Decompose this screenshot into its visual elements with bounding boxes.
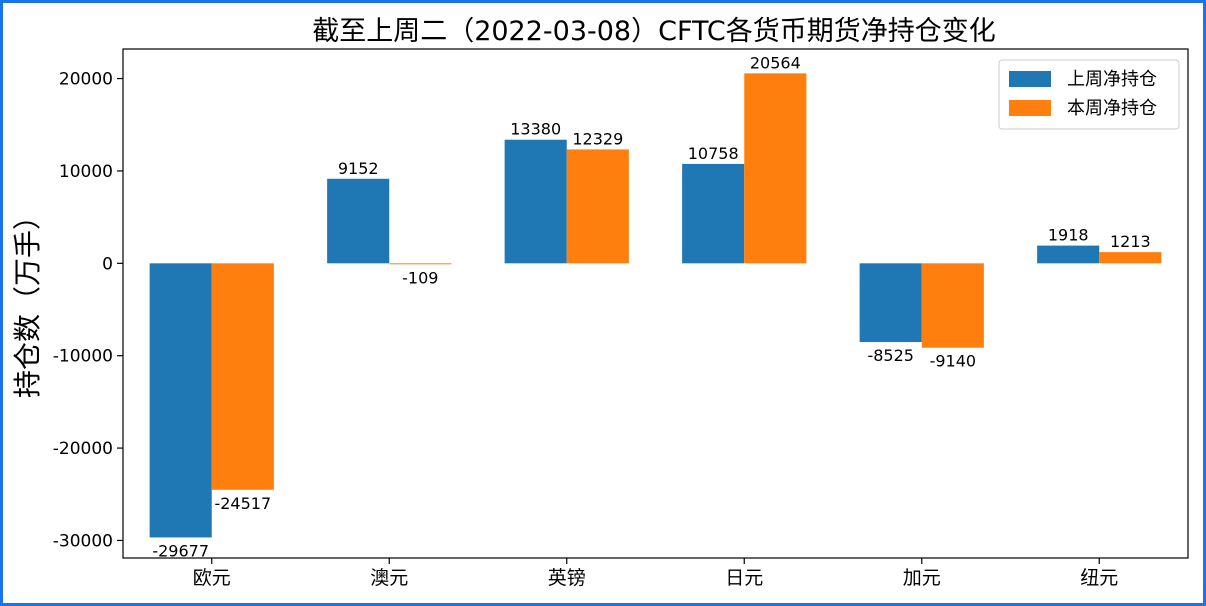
bar-value-label: 1918 <box>1048 226 1089 245</box>
bar-value-label: 20564 <box>750 53 801 72</box>
legend-swatch <box>1009 71 1051 87</box>
x-tick-label: 欧元 <box>193 567 231 589</box>
bar-value-label: -9140 <box>930 352 977 371</box>
y-tick-label: 10000 <box>59 162 113 182</box>
bar-last-week <box>682 163 745 264</box>
bar-value-label: 12329 <box>572 129 623 148</box>
x-tick-label: 纽元 <box>1080 567 1118 589</box>
legend-swatch <box>1009 100 1051 116</box>
y-axis-label: 持仓数（万手） <box>11 202 44 398</box>
bar-last-week <box>327 178 390 264</box>
axis-layer: -30000 -20000 -10000 0 10000 20000 欧元 澳元 英镑 日元 加元 纽… <box>53 48 1189 589</box>
y-axis-label-group: 持仓数（万手） <box>11 202 44 398</box>
legend-label: 上周净持仓 <box>1067 69 1157 90</box>
bar-this-week <box>389 263 452 265</box>
bar-last-week <box>504 139 567 264</box>
bar-this-week <box>1099 252 1162 264</box>
x-tick-label: 英镑 <box>548 567 586 589</box>
bar-value-label: 1213 <box>1110 232 1151 251</box>
bar-value-label: -8525 <box>867 346 914 365</box>
legend-label: 本周净持仓 <box>1067 98 1157 119</box>
y-tick-label: -10000 <box>53 347 113 367</box>
chart-title: 截至上周二（2022-03-08）CFTC各货币期货净持仓变化 <box>312 16 996 47</box>
bar-this-week <box>744 73 807 264</box>
y-tick-label: 20000 <box>59 70 113 90</box>
bar-last-week <box>149 263 212 538</box>
bar-value-label: 10758 <box>688 144 739 163</box>
bar-value-label: -24517 <box>214 494 271 513</box>
bar-this-week <box>566 149 629 264</box>
y-tick-label: -20000 <box>53 439 113 459</box>
x-tick-label: 加元 <box>903 567 941 589</box>
plot-layer: -29677 -24517 9152 -109 13380 12329 10758 20564… <box>149 53 1162 560</box>
x-tick-label: 澳元 <box>370 567 408 589</box>
bar-value-label: 13380 <box>510 120 561 139</box>
bar-this-week <box>921 263 984 348</box>
y-tick-label: 0 <box>102 254 113 274</box>
bar-value-label: -29677 <box>152 541 209 560</box>
bar-last-week <box>1037 245 1100 264</box>
bar-this-week <box>211 263 274 490</box>
bar-last-week <box>859 263 922 343</box>
bar-value-label: -109 <box>402 268 438 287</box>
bar-value-label: 9152 <box>338 159 379 178</box>
x-tick-label: 日元 <box>725 567 763 589</box>
plot-area-frame <box>122 48 1189 559</box>
y-tick-label: -30000 <box>53 531 113 551</box>
bar-chart: 截至上周二（2022-03-08）CFTC各货币期货净持仓变化 持仓数（万手） … <box>11 16 1189 589</box>
